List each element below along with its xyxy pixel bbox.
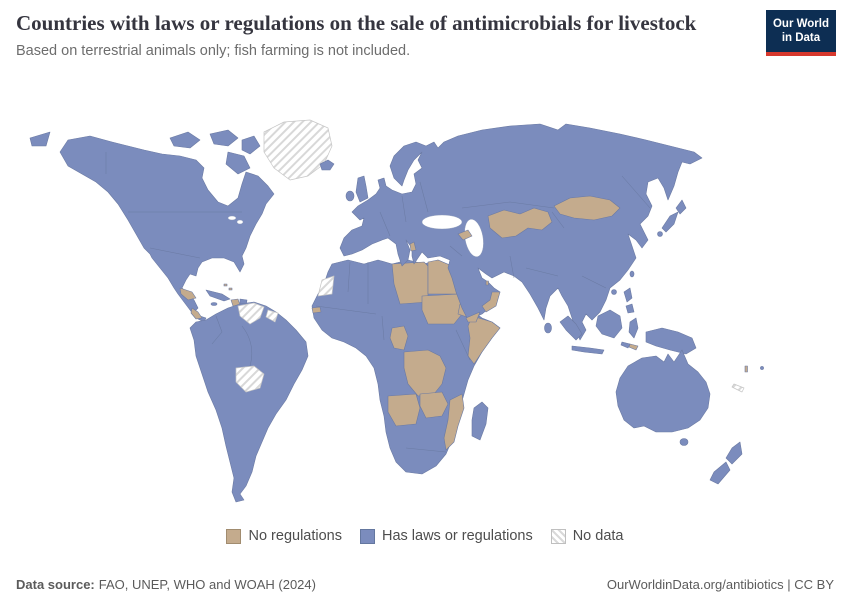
country-united-kingdom[interactable] bbox=[355, 175, 369, 203]
country-suriname[interactable] bbox=[265, 309, 279, 323]
legend-swatch-has-laws bbox=[359, 528, 375, 544]
country-indonesia-sulawesi[interactable] bbox=[628, 317, 639, 339]
data-source-label: Data source: bbox=[16, 577, 95, 592]
great-lakes bbox=[236, 219, 244, 225]
country-hainan[interactable] bbox=[611, 289, 617, 295]
country-philippines[interactable] bbox=[623, 287, 633, 303]
country-qatar[interactable] bbox=[485, 280, 489, 286]
country-angola[interactable] bbox=[387, 393, 421, 427]
legend-label-no-regulations: No regulations bbox=[248, 528, 342, 544]
header: Countries with laws or regulations on th… bbox=[16, 10, 766, 59]
country-albania[interactable] bbox=[409, 241, 417, 252]
country-new-guinea[interactable] bbox=[645, 327, 697, 355]
country-mozambique[interactable] bbox=[443, 393, 465, 451]
legend-label-no-data: No data bbox=[572, 528, 624, 544]
country-canada-arctic-island[interactable] bbox=[241, 135, 261, 155]
country-new-caledonia[interactable] bbox=[731, 383, 745, 393]
country-zambia[interactable] bbox=[419, 391, 449, 419]
country-canada-arctic-island[interactable] bbox=[169, 131, 201, 149]
country-el-salvador-honduras[interactable] bbox=[179, 287, 197, 301]
world-map[interactable] bbox=[10, 116, 840, 514]
country-russia-chukotka-west[interactable] bbox=[29, 131, 51, 147]
legend-swatch-no-regulations bbox=[226, 528, 242, 544]
caspian-sea bbox=[464, 219, 484, 257]
country-yemen[interactable] bbox=[465, 311, 481, 323]
legend: No regulations Has laws or regulations N… bbox=[0, 528, 850, 544]
country-indonesia-sumatra[interactable] bbox=[559, 315, 583, 341]
country-baffin-island[interactable] bbox=[225, 151, 251, 175]
legend-swatch-no-data bbox=[550, 528, 566, 544]
country-japan[interactable] bbox=[657, 231, 663, 237]
owid-logo-line1: Our World bbox=[772, 18, 829, 30]
country-iceland[interactable] bbox=[319, 159, 335, 171]
country-tasmania[interactable] bbox=[679, 438, 689, 446]
country-bahamas[interactable] bbox=[223, 283, 228, 287]
country-new-zealand-south[interactable] bbox=[709, 461, 731, 485]
continent-north-america[interactable] bbox=[59, 129, 275, 323]
footer: Data source: FAO, UNEP, WHO and WOAH (202… bbox=[0, 577, 850, 592]
country-indonesia-java[interactable] bbox=[571, 345, 605, 355]
country-indonesia-borneo[interactable] bbox=[595, 309, 623, 339]
country-fiji[interactable] bbox=[760, 366, 764, 370]
page-subtitle: Based on terrestrial animals only; fish … bbox=[16, 43, 411, 60]
country-japan[interactable] bbox=[675, 199, 687, 215]
country-somalia[interactable] bbox=[467, 315, 501, 365]
country-venezuela[interactable] bbox=[237, 302, 265, 325]
legend-item-has-laws[interactable]: Has laws or regulations bbox=[359, 528, 533, 544]
country-australia[interactable] bbox=[615, 349, 711, 433]
country-borders bbox=[105, 152, 651, 453]
country-western-sahara[interactable] bbox=[317, 275, 335, 297]
country-costa-rica[interactable] bbox=[190, 307, 203, 320]
country-central-asia[interactable] bbox=[487, 207, 553, 239]
country-canada-arctic-island[interactable] bbox=[209, 129, 239, 147]
country-sri-lanka[interactable] bbox=[544, 322, 552, 334]
black-sea bbox=[421, 214, 463, 230]
legend-label-has-laws: Has laws or regulations bbox=[381, 528, 533, 544]
landmass-north-america[interactable] bbox=[59, 135, 275, 323]
data-source-text: FAO, UNEP, WHO and WOAH (2024) bbox=[98, 577, 316, 592]
country-cameroon[interactable] bbox=[389, 325, 409, 351]
great-lakes bbox=[227, 215, 237, 221]
country-west-timor[interactable] bbox=[620, 341, 631, 349]
country-taiwan[interactable] bbox=[629, 270, 635, 278]
country-mongolia[interactable] bbox=[553, 195, 621, 221]
country-ireland[interactable] bbox=[345, 190, 355, 202]
country-greenland[interactable] bbox=[263, 119, 333, 181]
country-new-zealand-north[interactable] bbox=[725, 441, 743, 465]
country-japan[interactable] bbox=[661, 211, 679, 233]
country-bahamas[interactable] bbox=[228, 287, 233, 291]
country-drc[interactable] bbox=[403, 349, 447, 397]
owid-logo-line2: in Data bbox=[781, 32, 821, 45]
data-source: Data source: FAO, UNEP, WHO and WOAH (202… bbox=[16, 577, 316, 592]
country-guinea-bissau[interactable] bbox=[311, 306, 322, 314]
country-madagascar[interactable] bbox=[471, 401, 489, 441]
country-timor-leste[interactable] bbox=[628, 343, 639, 351]
country-vanuatu[interactable] bbox=[744, 365, 748, 373]
world-map-svg[interactable] bbox=[10, 116, 840, 514]
legend-item-no-regulations[interactable]: No regulations bbox=[226, 528, 342, 544]
landmass-south-america[interactable] bbox=[189, 301, 309, 503]
country-bolivia[interactable] bbox=[235, 365, 265, 393]
country-jamaica[interactable] bbox=[210, 302, 218, 306]
owid-logo[interactable]: Our World in Data bbox=[765, 10, 836, 56]
credit-link[interactable]: OurWorldinData.org/antibiotics | CC BY bbox=[606, 577, 834, 592]
country-cuba[interactable] bbox=[205, 289, 231, 302]
legend-item-no-data[interactable]: No data bbox=[550, 528, 624, 544]
country-philippines[interactable] bbox=[625, 303, 635, 314]
country-oman[interactable] bbox=[481, 291, 501, 313]
country-azerbaijan[interactable] bbox=[457, 229, 473, 241]
page-title: Countries with laws or regulations on th… bbox=[16, 11, 697, 35]
